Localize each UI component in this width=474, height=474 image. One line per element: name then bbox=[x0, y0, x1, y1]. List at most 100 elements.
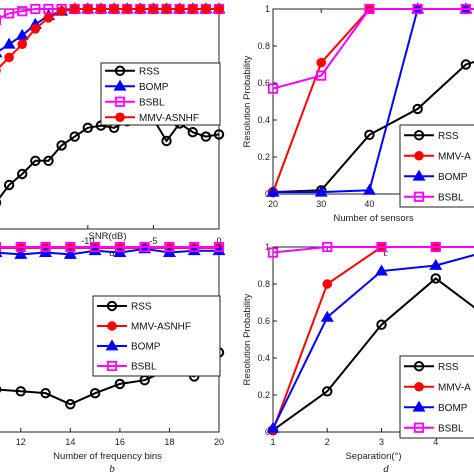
legend-label-mmv-asnhf: MMV-ASNHF bbox=[139, 113, 199, 124]
legend-marker-bomp bbox=[105, 339, 119, 351]
data-point-mmv-asnhf bbox=[187, 4, 198, 14]
legend-marker-bsbl bbox=[413, 191, 425, 202]
legend-label-bsbl: BSBL bbox=[139, 97, 165, 108]
x-tick-label: 20 bbox=[214, 437, 224, 447]
data-point-bomp bbox=[187, 244, 201, 256]
y-tick-label: 1 bbox=[265, 4, 270, 14]
data-point-mmv-a bbox=[316, 57, 327, 68]
y-tick-label: 0.8 bbox=[257, 41, 270, 51]
legend-label-bsbl: BSBL bbox=[438, 423, 464, 434]
legend-label-mmv-asnhf: MMV-ASNHF bbox=[131, 322, 191, 333]
legend-box bbox=[399, 355, 474, 439]
data-point-rss bbox=[114, 378, 126, 390]
data-point-bomp bbox=[375, 264, 388, 276]
data-point-rss bbox=[3, 179, 15, 191]
data-point-bomp bbox=[2, 37, 16, 49]
legend-label-bsbl: BSBL bbox=[131, 362, 157, 373]
x-tick-label: 30 bbox=[316, 199, 326, 209]
y-axis-label: Resolution Probability bbox=[242, 293, 253, 385]
data-point-rss bbox=[30, 155, 41, 167]
data-point-rss bbox=[376, 319, 387, 330]
data-point-mmv-asnhf bbox=[30, 23, 41, 34]
y-tick-label: 0.4 bbox=[257, 353, 270, 363]
series-group bbox=[267, 2, 474, 198]
x-axis-label: SNR(dB) bbox=[88, 231, 126, 242]
legend-marker-mmv-a bbox=[414, 381, 424, 392]
data-point-mmv-asnhf bbox=[214, 4, 224, 14]
legend: RSS BOMP BSBL MMV-ASNHF bbox=[100, 62, 221, 126]
y-tick-label: 0.4 bbox=[257, 115, 270, 125]
data-point-bomp bbox=[212, 244, 225, 256]
data-point-bsbl bbox=[376, 241, 387, 253]
data-point-bomp bbox=[63, 247, 77, 259]
data-point-bomp bbox=[0, 252, 3, 257]
data-point-rss bbox=[43, 155, 54, 167]
panel-label: d bbox=[383, 463, 389, 474]
data-point-bomp bbox=[14, 247, 28, 259]
legend-marker-mmv-asnhf bbox=[107, 321, 117, 331]
legend: RSS MMV-ASNHF BOMP BSBL bbox=[92, 295, 221, 377]
legend: RSS MMV-A BOMP BSBL bbox=[399, 355, 474, 439]
data-point-bsbl bbox=[213, 241, 225, 253]
data-point-rss bbox=[200, 131, 212, 142]
panel-label: c bbox=[384, 247, 389, 259]
legend-marker-rss bbox=[413, 361, 425, 372]
data-point-mmv-asnhf bbox=[148, 4, 159, 14]
data-point-bsbl bbox=[139, 241, 150, 253]
legend-box bbox=[399, 124, 474, 208]
data-point-bomp bbox=[320, 310, 334, 322]
legend-marker-mmv-asnhf bbox=[115, 112, 125, 123]
data-point-bomp bbox=[15, 28, 29, 40]
data-point-rss bbox=[161, 135, 172, 147]
panel-label: a bbox=[109, 247, 115, 259]
data-point-rss bbox=[56, 140, 67, 151]
x-tick-label: 3 bbox=[379, 437, 384, 447]
data-point-mmv-asnhf bbox=[122, 4, 132, 14]
legend-marker-mmv-a bbox=[414, 150, 424, 161]
legend-label-bsbl: BSBL bbox=[438, 192, 464, 203]
data-point-rss bbox=[82, 122, 94, 134]
legend-label-bomp: BOMP bbox=[139, 82, 169, 93]
y-tick-label: 0.2 bbox=[257, 390, 270, 400]
data-point-bsbl bbox=[114, 241, 125, 253]
x-tick-label: 14 bbox=[65, 437, 75, 447]
y-tick-label: 0.6 bbox=[257, 78, 270, 88]
series-line-bsbl bbox=[272, 8, 474, 90]
legend-marker-bomp bbox=[412, 400, 426, 412]
data-point-bsbl bbox=[460, 3, 471, 15]
y-axis-label: Resolution Probability bbox=[242, 55, 253, 147]
series-line-mmv-asnhf bbox=[0, 8, 219, 68]
data-point-rss bbox=[364, 129, 375, 141]
data-point-mmv-asnhf bbox=[4, 52, 14, 63]
data-point-rss bbox=[460, 59, 472, 70]
data-point-bsbl bbox=[322, 241, 333, 253]
legend-marker-bsbl bbox=[114, 96, 126, 107]
x-tick-label: 20 bbox=[268, 199, 278, 209]
data-point-rss bbox=[213, 129, 225, 140]
legend-label-mmv-a: MMV-A bbox=[438, 151, 471, 162]
data-point-bsbl bbox=[189, 241, 200, 253]
data-point-bomp bbox=[267, 421, 280, 433]
legend-marker-rss bbox=[106, 300, 118, 312]
data-point-mmv-asnhf bbox=[17, 39, 28, 49]
x-tick-label: 16 bbox=[115, 437, 125, 447]
data-point-mmv-asnhf bbox=[69, 4, 80, 14]
legend-label-bomp: BOMP bbox=[438, 403, 468, 414]
x-axis-label: Separation(°) bbox=[345, 451, 401, 462]
x-axis-label: Number of frequency bins bbox=[53, 451, 162, 462]
series-line-bomp bbox=[0, 247, 219, 256]
x-tick-label: 2 bbox=[325, 437, 330, 447]
x-tick-label: 0 bbox=[216, 236, 221, 246]
series-line-bsbl bbox=[272, 246, 474, 254]
x-tick-label: 12 bbox=[16, 437, 26, 447]
x-tick-label: 40 bbox=[364, 199, 374, 209]
x-tick-label: -10 bbox=[81, 236, 94, 246]
data-point-bsbl bbox=[90, 241, 101, 253]
x-tick-label: 18 bbox=[164, 437, 174, 447]
data-point-rss bbox=[40, 387, 51, 399]
data-point-mmv-asnhf bbox=[83, 4, 93, 14]
data-point-rss bbox=[430, 273, 441, 284]
legend-marker-bsbl bbox=[413, 422, 425, 433]
